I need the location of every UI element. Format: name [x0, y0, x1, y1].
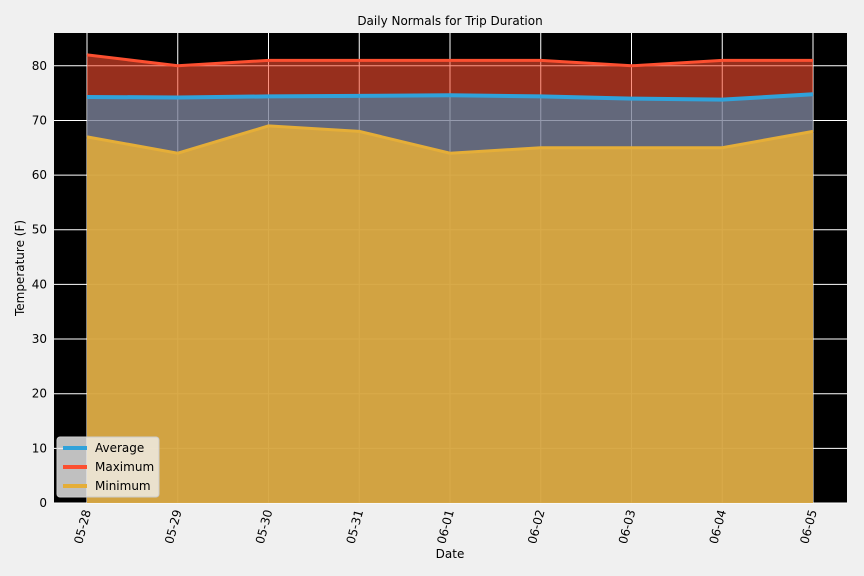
area-minimum	[87, 125, 813, 503]
y-tick-label: 20	[32, 387, 47, 401]
y-tick-label: 60	[32, 168, 47, 182]
chart-title: Daily Normals for Trip Duration	[357, 14, 542, 28]
y-tick-label: 10	[32, 441, 47, 455]
y-tick-label: 50	[32, 223, 47, 237]
series-group	[86, 53, 814, 504]
legend: Average Maximum Minimum	[56, 436, 160, 498]
line-maximum	[86, 53, 813, 68]
legend-label-maximum: Maximum	[95, 460, 154, 474]
line-minimum	[86, 124, 814, 155]
y-tick-label: 40	[32, 277, 47, 291]
legend-label-minimum: Minimum	[95, 479, 151, 493]
legend-label-average: Average	[95, 441, 144, 455]
legend-box	[56, 436, 160, 498]
y-axis-title: Temperature (F)	[13, 220, 27, 317]
line-average	[86, 92, 814, 102]
y-tick-label: 70	[32, 113, 47, 127]
y-tick-label: 30	[32, 332, 47, 346]
y-tick-label: 80	[32, 59, 47, 73]
y-tick-label: 0	[39, 496, 47, 510]
x-axis-title: Date	[436, 547, 465, 561]
